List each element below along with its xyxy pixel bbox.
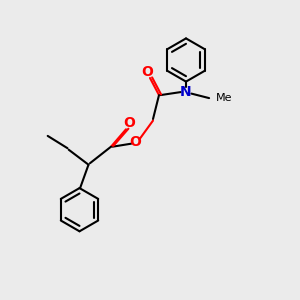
Text: O: O	[123, 116, 135, 130]
Text: N: N	[180, 85, 192, 99]
Text: Me: Me	[216, 93, 232, 103]
Text: O: O	[129, 135, 141, 149]
Text: O: O	[141, 65, 153, 79]
